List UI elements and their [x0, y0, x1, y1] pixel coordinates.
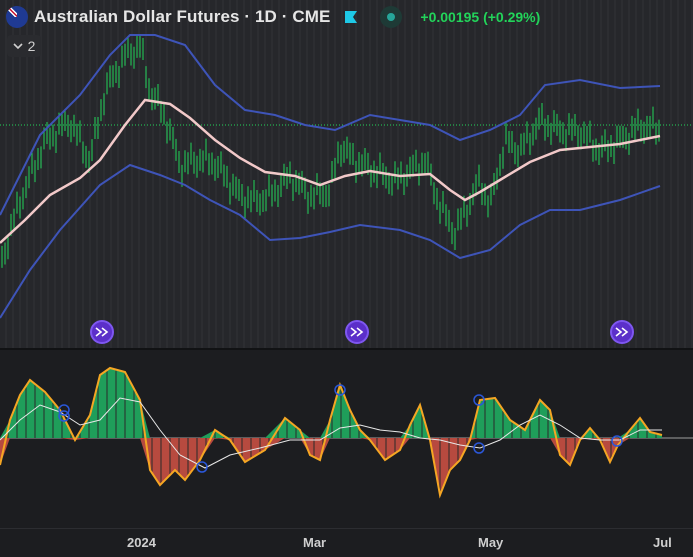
oscillator-line — [0, 366, 663, 499]
cross-marker — [473, 394, 485, 406]
event-marker[interactable] — [90, 320, 114, 344]
oscillator-negative-area — [0, 438, 662, 495]
x-tick-label: Jul — [653, 535, 672, 550]
fast-forward-icon — [615, 327, 629, 337]
fast-forward-icon — [350, 327, 364, 337]
oscillator-signal-line — [0, 397, 662, 469]
moving-average-line — [0, 98, 661, 244]
oscillator-positive-area — [0, 368, 662, 438]
flag-marker-icon[interactable] — [344, 10, 358, 24]
event-marker[interactable] — [345, 320, 369, 344]
cross-marker — [58, 410, 70, 422]
chart-header: Australian Dollar Futures · 1D · CME +0.… — [6, 5, 540, 29]
x-tick-label: May — [478, 535, 504, 550]
oscillator-cross-markers — [58, 384, 623, 473]
price-bars — [1, 35, 660, 268]
price-change: +0.00195 (+0.29%) — [420, 9, 541, 25]
x-tick-label: Mar — [303, 535, 327, 550]
x-tick-label: 2024 — [127, 535, 156, 550]
cross-marker — [196, 461, 208, 473]
market-status-icon[interactable] — [380, 6, 403, 28]
cross-marker — [473, 442, 485, 454]
cross-marker — [58, 404, 70, 416]
pane-separator[interactable] — [0, 348, 693, 350]
collapse-indicators-button[interactable]: 2 — [7, 35, 41, 57]
lower-band-line — [0, 163, 661, 319]
upper-band-line — [0, 34, 661, 216]
chevron-down-icon — [13, 43, 23, 50]
time-axis[interactable]: 2024 Mar May Jul — [0, 528, 693, 557]
australia-flag-icon — [6, 6, 28, 28]
cross-marker — [334, 384, 346, 396]
symbol-title[interactable]: Australian Dollar Futures · 1D · CME — [34, 7, 331, 26]
cross-marker — [611, 435, 623, 447]
chart-canvas[interactable] — [0, 0, 693, 528]
collapsed-count: 2 — [27, 38, 36, 54]
fast-forward-icon — [95, 327, 109, 337]
event-marker[interactable] — [610, 320, 634, 344]
